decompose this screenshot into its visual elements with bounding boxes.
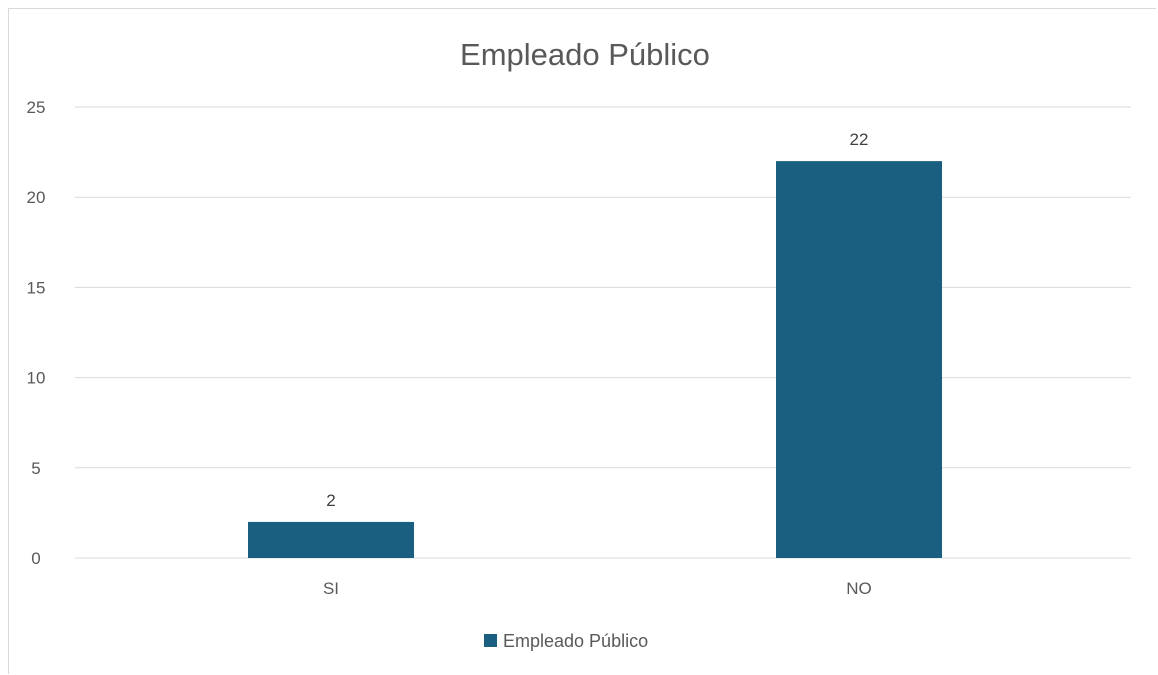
y-tick-label: 20 bbox=[27, 188, 46, 207]
chart-title: Empleado Público bbox=[460, 37, 710, 72]
data-labels: 222 bbox=[326, 130, 868, 510]
data-label: 2 bbox=[326, 491, 335, 510]
bars bbox=[248, 161, 942, 558]
legend-label: Empleado Público bbox=[503, 631, 648, 651]
y-tick-label: 10 bbox=[27, 369, 46, 388]
y-tick-label: 25 bbox=[27, 98, 46, 117]
data-label: 22 bbox=[850, 130, 869, 149]
gridlines bbox=[75, 106, 1131, 559]
legend: Empleado Público bbox=[484, 631, 648, 651]
bar-no bbox=[776, 161, 942, 558]
x-tick-label: NO bbox=[846, 579, 872, 598]
bar-si bbox=[248, 521, 414, 558]
y-axis-ticks: 0 5 10 15 20 25 bbox=[27, 98, 46, 568]
y-tick-label: 0 bbox=[31, 549, 40, 568]
chart-frame bbox=[8, 8, 1156, 674]
x-tick-label: SI bbox=[323, 579, 339, 598]
y-tick-label: 5 bbox=[31, 459, 40, 478]
legend-swatch bbox=[484, 634, 497, 647]
x-axis-ticks: SI NO bbox=[323, 579, 872, 598]
y-tick-label: 15 bbox=[27, 278, 46, 297]
